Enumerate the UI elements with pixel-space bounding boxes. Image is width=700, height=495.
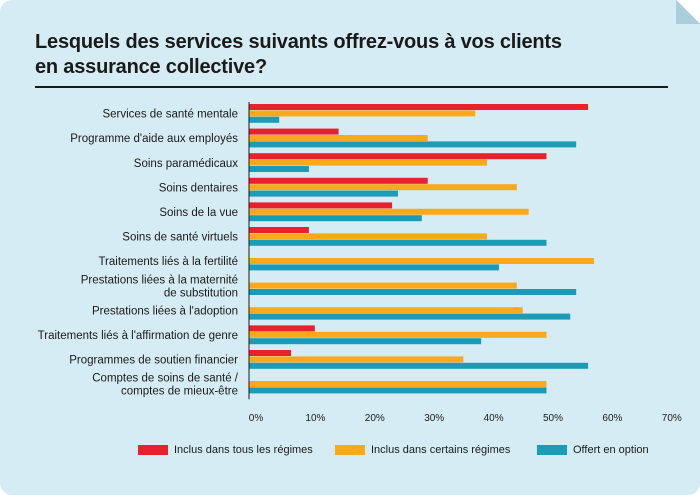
legend: Inclus dans tous les régimes Inclus dans… — [0, 444, 700, 464]
x-tick-label-60: 60% — [602, 413, 622, 424]
bar-soins-dentaires-inclus-dans-tous-les-regimes — [249, 177, 428, 184]
bar-programme-d-aide-aux-employes-inclus-dans-certains-regimes — [249, 135, 428, 141]
legend-swatch-optional — [537, 445, 567, 455]
x-tick-label-40: 40% — [484, 413, 504, 424]
bar-comptes-de-soins-de-sante-comptes-de-mieux-etre-inclus-dans-certains-regimes — [249, 381, 547, 387]
bar-soins-de-sante-virtuels-inclus-dans-tous-les-regimes — [249, 227, 309, 233]
bar-services-de-sante-mentale-inclus-dans-certains-regimes — [249, 110, 476, 117]
category-label-soins-de-sante-virtuels: Soins de santé virtuels — [122, 232, 238, 244]
bar-programmes-de-soutien-financier-inclus-dans-tous-les-regimes — [249, 350, 292, 356]
bar-soins-paramedicaux-inclus-dans-tous-les-regimes — [249, 153, 547, 160]
x-tick-label-20: 20% — [365, 413, 385, 424]
category-label-prestations-liees-a-l-adoption: Prestations liées à l'adoption — [92, 305, 238, 317]
bar-soins-de-la-vue-inclus-dans-certains-regimes — [249, 208, 529, 215]
chart-title-line-1: Lesquels des services suivants offrez-vo… — [35, 31, 562, 53]
x-tick-label-70: 70% — [662, 413, 682, 424]
bar-programme-d-aide-aux-employes-offert-en-option — [249, 141, 577, 148]
page-fold-corner — [676, 0, 700, 24]
x-tick-label-30: 30% — [424, 413, 444, 424]
legend-item-all-plans: Inclus dans tous les régimes — [138, 444, 313, 456]
bar-soins-de-la-vue-offert-en-option — [249, 215, 422, 222]
bar-prestations-liees-a-la-maternite-de-substitution-offert-en-option — [249, 289, 577, 295]
x-tick-label-50: 50% — [543, 413, 563, 424]
category-label-line: Prestations liées à la maternité — [81, 274, 238, 286]
x-tick-label-0: 0% — [249, 413, 264, 424]
bar-programmes-de-soutien-financier-inclus-dans-certains-regimes — [249, 356, 464, 363]
bar-services-de-sante-mentale-inclus-dans-tous-les-regimes — [249, 104, 589, 110]
bar-traitements-lies-a-l-affirmation-de-genre-inclus-dans-tous-les-regimes — [249, 325, 315, 332]
bar-soins-dentaires-inclus-dans-certains-regimes — [249, 184, 517, 191]
bar-soins-paramedicaux-offert-en-option — [249, 166, 309, 172]
bar-soins-de-sante-virtuels-offert-en-option — [249, 239, 547, 246]
title-divider — [35, 86, 668, 88]
x-tick-label-10: 10% — [305, 413, 325, 424]
bar-prestations-liees-a-l-adoption-inclus-dans-certains-regimes — [249, 307, 523, 314]
category-label-services-de-sante-mentale: Services de santé mentale — [102, 109, 238, 121]
bar-traitements-lies-a-l-affirmation-de-genre-inclus-dans-certains-regimes — [249, 331, 547, 338]
category-label-line: Soins de santé virtuels — [122, 232, 238, 244]
category-label-line: de substitution — [164, 287, 238, 299]
category-label-line: Soins paramédicaux — [134, 158, 238, 170]
category-label-line: Services de santé mentale — [102, 109, 238, 121]
legend-swatch-some-plans — [335, 445, 365, 455]
category-label-traitements-lies-a-la-fertilite: Traitements liés à la fertilité — [98, 256, 238, 268]
bar-services-de-sante-mentale-offert-en-option — [249, 116, 280, 123]
category-label-line: Comptes de soins de santé / — [92, 373, 239, 385]
category-label-line: Soins de la vue — [159, 207, 238, 219]
category-label-line: Soins dentaires — [159, 182, 239, 194]
chart-title: Lesquels des services suivants offrez-vo… — [35, 30, 595, 80]
bar-programme-d-aide-aux-employes-inclus-dans-tous-les-regimes — [249, 128, 339, 135]
legend-item-some-plans: Inclus dans certains régimes — [335, 444, 510, 456]
bar-soins-de-la-vue-inclus-dans-tous-les-regimes — [249, 202, 393, 209]
category-label-line: comptes de mieux-être — [121, 386, 238, 398]
category-label-traitements-lies-a-l-affirmation-de-genre: Traitements liés à l'affirmation de genr… — [38, 330, 238, 342]
bar-soins-dentaires-offert-en-option — [249, 190, 398, 197]
legend-item-optional: Offert en option — [537, 444, 649, 456]
category-label-soins-dentaires: Soins dentaires — [159, 182, 239, 194]
bar-soins-paramedicaux-inclus-dans-certains-regimes — [249, 159, 488, 166]
bar-soins-de-sante-virtuels-inclus-dans-certains-regimes — [249, 233, 488, 240]
category-label-comptes-de-soins-de-sante-comptes-de-mieux-etre: Comptes de soins de santé / comptes de mi… — [92, 373, 239, 398]
legend-label-some-plans: Inclus dans certains régimes — [371, 444, 511, 456]
category-label-soins-paramedicaux: Soins paramédicaux — [134, 158, 238, 170]
bar-programmes-de-soutien-financier-offert-en-option — [249, 362, 589, 369]
bar-traitements-lies-a-la-fertilite-offert-en-option — [249, 264, 499, 271]
category-label-programme-d-aide-aux-employes: Programme d'aide aux employés — [70, 133, 238, 145]
legend-swatch-all-plans — [138, 445, 168, 455]
chart-title-line-2: en assurance collective? — [35, 56, 267, 78]
bar-comptes-de-soins-de-sante-comptes-de-mieux-etre-offert-en-option — [249, 387, 547, 394]
category-label-line: Programme d'aide aux employés — [70, 133, 238, 145]
category-label-line: Programmes de soutien financier — [69, 355, 238, 367]
category-label-line: Traitements liés à la fertilité — [98, 256, 238, 268]
category-label-line: Traitements liés à l'affirmation de genr… — [38, 330, 238, 342]
category-label-line: Prestations liées à l'adoption — [92, 305, 238, 317]
category-label-prestations-liees-a-la-maternite-de-substitution: Prestations liées à la maternité de subst… — [81, 274, 238, 299]
bar-prestations-liees-a-la-maternite-de-substitution-inclus-dans-certains-regimes — [249, 282, 517, 289]
category-label-soins-de-la-vue: Soins de la vue — [159, 207, 238, 219]
bar-prestations-liees-a-l-adoption-offert-en-option — [249, 313, 571, 320]
legend-label-all-plans: Inclus dans tous les régimes — [174, 444, 313, 456]
category-label-programmes-de-soutien-financier: Programmes de soutien financier — [69, 355, 238, 367]
bar-traitements-lies-a-l-affirmation-de-genre-offert-en-option — [249, 338, 482, 345]
bar-traitements-lies-a-la-fertilite-inclus-dans-certains-regimes — [249, 258, 595, 264]
legend-label-optional: Offert en option — [573, 444, 649, 456]
